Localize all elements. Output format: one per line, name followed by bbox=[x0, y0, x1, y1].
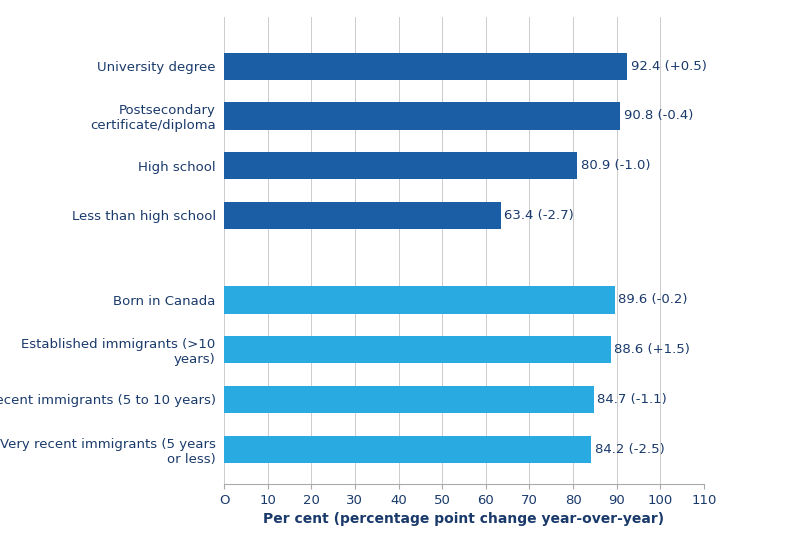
Text: 84.2 (-2.5): 84.2 (-2.5) bbox=[595, 443, 665, 456]
Text: 80.9 (-1.0): 80.9 (-1.0) bbox=[581, 159, 650, 172]
Bar bbox=[224, 336, 610, 364]
Text: 90.8 (-0.4): 90.8 (-0.4) bbox=[624, 109, 693, 123]
Bar bbox=[224, 152, 577, 179]
Text: 89.6 (-0.2): 89.6 (-0.2) bbox=[618, 294, 688, 306]
Bar bbox=[224, 102, 620, 130]
Text: 88.6 (+1.5): 88.6 (+1.5) bbox=[614, 343, 690, 356]
Bar bbox=[224, 436, 591, 463]
Text: 63.4 (-2.7): 63.4 (-2.7) bbox=[504, 209, 574, 222]
X-axis label: Per cent (percentage point change year-over-year): Per cent (percentage point change year-o… bbox=[263, 512, 665, 526]
Bar bbox=[224, 53, 627, 80]
Text: 92.4 (+0.5): 92.4 (+0.5) bbox=[630, 60, 706, 73]
Bar bbox=[224, 202, 501, 229]
Bar bbox=[224, 386, 594, 413]
Bar bbox=[224, 287, 615, 314]
Text: 84.7 (-1.1): 84.7 (-1.1) bbox=[597, 393, 667, 406]
